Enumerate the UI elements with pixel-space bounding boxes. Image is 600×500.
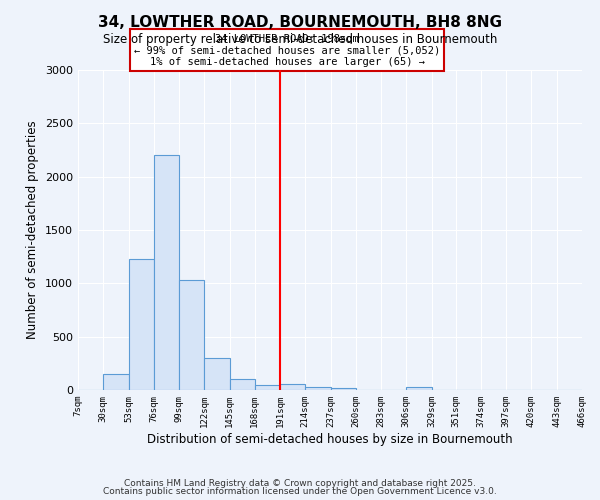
Text: Contains public sector information licensed under the Open Government Licence v3: Contains public sector information licen… — [103, 487, 497, 496]
Y-axis label: Number of semi-detached properties: Number of semi-detached properties — [26, 120, 40, 340]
Bar — [305, 387, 331, 390]
Bar — [280, 384, 305, 390]
Bar — [154, 156, 179, 390]
Bar — [103, 374, 128, 390]
Bar — [255, 384, 280, 390]
Text: 34, LOWTHER ROAD, BOURNEMOUTH, BH8 8NG: 34, LOWTHER ROAD, BOURNEMOUTH, BH8 8NG — [98, 15, 502, 30]
Bar — [179, 280, 204, 390]
Text: Size of property relative to semi-detached houses in Bournemouth: Size of property relative to semi-detach… — [103, 32, 497, 46]
Bar — [331, 388, 356, 390]
X-axis label: Distribution of semi-detached houses by size in Bournemouth: Distribution of semi-detached houses by … — [147, 432, 513, 446]
Bar — [230, 380, 255, 390]
Bar — [128, 259, 154, 390]
Bar — [204, 358, 230, 390]
Text: 34 LOWTHER ROAD: 198sqm
← 99% of semi-detached houses are smaller (5,052)
1% of : 34 LOWTHER ROAD: 198sqm ← 99% of semi-de… — [134, 34, 440, 67]
Text: Contains HM Land Registry data © Crown copyright and database right 2025.: Contains HM Land Registry data © Crown c… — [124, 478, 476, 488]
Bar — [406, 387, 431, 390]
